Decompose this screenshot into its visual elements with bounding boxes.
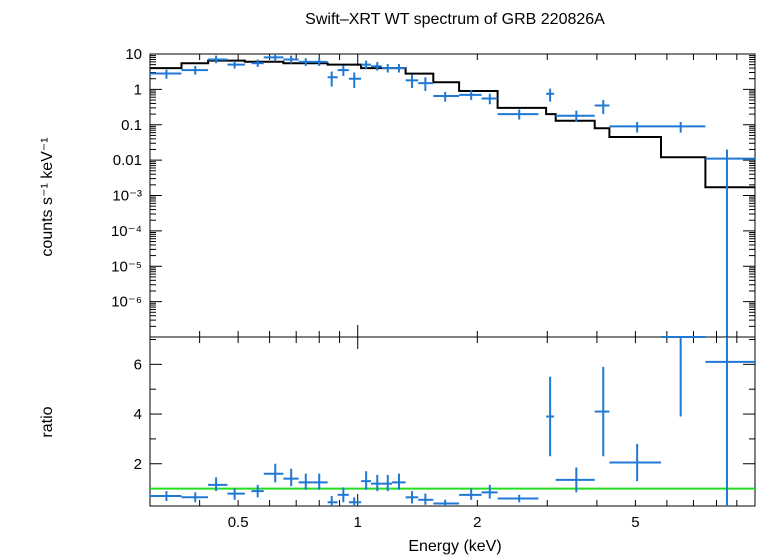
spectrum-data-point [327,71,338,87]
spectrum-data-point [337,65,349,76]
x-tick-label: 2 [473,514,481,531]
ratio-y-tick-label: 2 [134,456,142,473]
top-panel-y-axis-label: counts s⁻¹ keV⁻¹ [39,137,56,256]
spectrum-data-point [546,88,555,102]
spectrum-data-point [263,54,284,62]
spectrum-y-tick-label: 10⁻³ [112,188,142,205]
ratio-data-point [459,488,482,500]
spectrum-data-point [497,109,539,120]
ratio-data-point [481,484,498,499]
ratio-data-point [546,376,555,457]
ratio-data-point [283,468,299,487]
ratio-data-point [298,473,313,490]
spectrum-data-point [312,58,328,66]
spectrum-data-point [181,65,209,75]
ratio-panel: 0.5 1 2 5 2 4 6 [134,336,756,531]
spectrum-data-point [661,121,706,133]
ratio-data-point [312,473,328,490]
ratio-data-point [327,496,338,506]
ratio-data-point [381,474,393,492]
ratio-data-point [594,366,610,457]
spectrum-data-point [555,110,595,122]
spectrum-data-point [227,60,245,69]
ratio-data-point [705,337,755,506]
model-step-line [150,59,755,189]
ratio-data-point [150,491,182,502]
spectrum-data-point [392,64,406,73]
spectrum-panel: 10 1 0.1 0.01 10⁻³ 10⁻⁴ 10⁻⁵ 10⁻⁶ [111,46,756,338]
x-tick-label: 1 [354,514,362,531]
spectrum-data-point [298,58,313,66]
ratio-data-point [609,443,662,482]
spectrum-data-point [251,59,264,67]
spectrum-data-point [348,72,362,88]
ratio-data-point [433,499,460,506]
spectrum-y-tick-label: 0.01 [113,152,142,169]
spectrum-data-point [433,91,460,102]
spectrum-data-point [361,60,372,69]
spectrum-data-point [371,62,382,71]
ratio-data-point [337,487,349,503]
spectrum-data-point [283,55,299,64]
ratio-data-point [263,463,284,483]
spectrum-data-point [609,121,662,133]
ratio-data-point [418,493,434,505]
spectrum-data-point [481,93,498,105]
spectrum-data-point [459,90,482,101]
chart-title: Swift–XRT WT spectrum of GRB 220826A [305,11,605,28]
ratio-y-tick-label: 6 [134,356,142,373]
ratio-data-point [661,336,706,417]
spectrum-y-tick-label: 10⁻⁵ [111,258,142,275]
ratio-data-point [208,477,228,492]
spectrum-y-tick-label: 10⁻⁴ [111,223,142,240]
ratio-data-point [555,467,595,493]
x-tick-label: 0.5 [228,514,249,531]
spectrum-data-point [405,74,419,88]
spectrum-data-point [705,149,755,337]
spectrum-y-tick-label: 10 [125,46,142,63]
spectrum-data-point [381,64,393,73]
spectrum-y-tick-label: 10⁻⁶ [111,294,142,311]
spectrum-data-point [418,77,434,91]
ratio-frame [149,336,756,507]
ratio-data-point [251,484,264,498]
ratio-y-axis-label: ratio [39,406,56,437]
ratio-data-point [348,497,362,506]
spectrum-data-point [150,69,182,79]
x-tick-label: 5 [631,514,639,531]
spectrum-data-point [208,55,228,64]
ratio-y-tick-label: 4 [134,406,142,423]
ratio-data-point [392,473,406,490]
ratio-data-point [361,471,372,490]
ratio-data-point [405,491,419,504]
ratio-data-point [227,488,245,500]
spectrum-y-tick-label: 0.1 [121,117,142,134]
ratio-data-point [497,494,539,503]
ratio-data-point [181,492,209,503]
spectrum-y-tick-label: 1 [134,81,142,98]
ratio-data-point [371,474,382,492]
x-axis-label: Energy (keV) [408,538,501,555]
spectrum-data-point [594,100,610,115]
